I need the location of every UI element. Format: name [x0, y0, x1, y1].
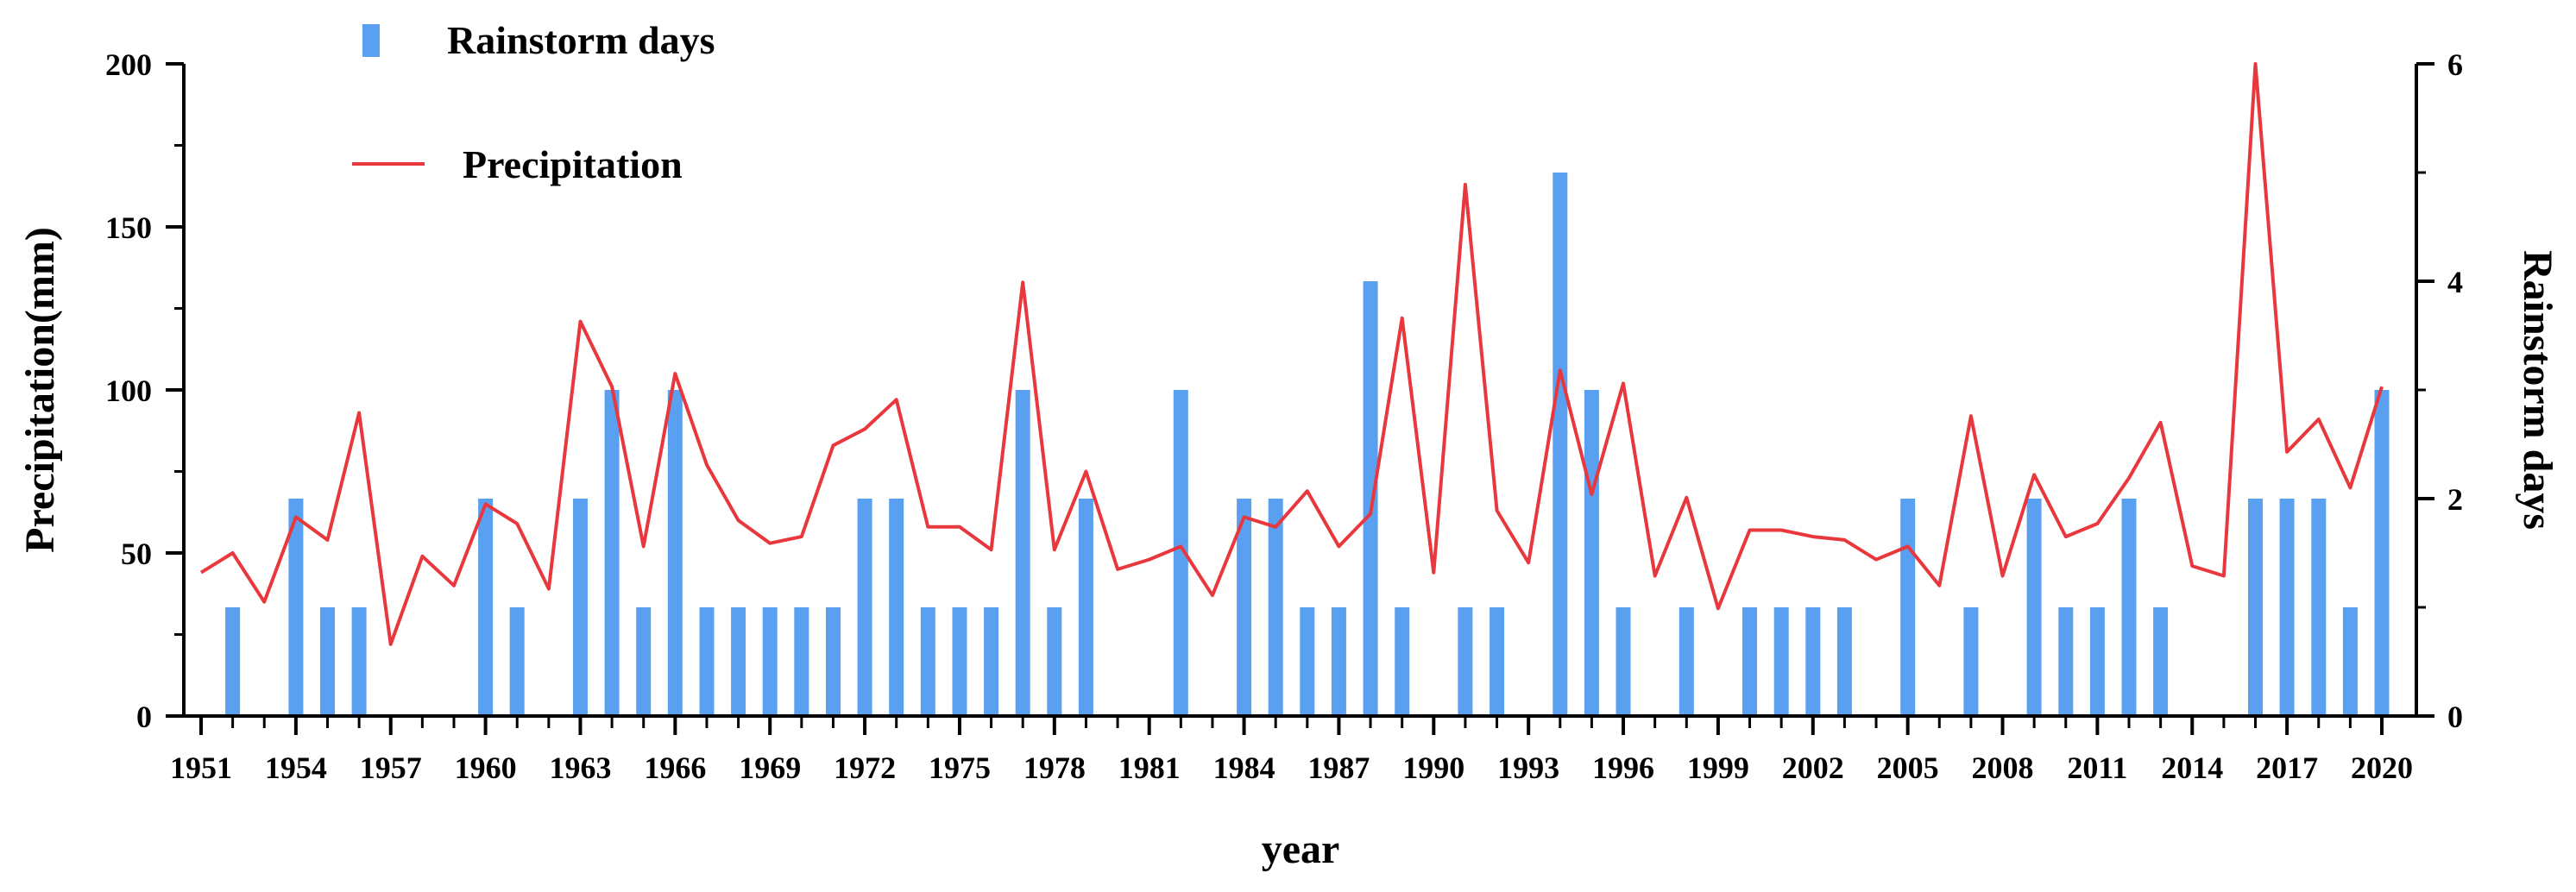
x-tick-label: 1960 [455, 751, 517, 785]
x-tick-label: 1993 [1497, 751, 1559, 785]
legend-bar-swatch [362, 24, 380, 57]
x-tick-label: 1957 [360, 751, 422, 785]
x-tick-label: 2011 [2067, 751, 2127, 785]
bar-2017 [2279, 499, 2295, 716]
bar-1986 [1300, 607, 1315, 716]
bar-1952 [225, 607, 241, 716]
x-tick-label: 1954 [265, 751, 327, 785]
bar-1960 [478, 499, 494, 716]
bar-2001 [1773, 607, 1789, 716]
bar-1979 [1078, 499, 1093, 716]
bar-1966 [667, 390, 683, 716]
bar-1975 [952, 607, 967, 716]
precipitation-line [199, 62, 2384, 646]
bar-1977 [1015, 390, 1030, 716]
x-tick-label: 1966 [644, 751, 706, 785]
bar-1961 [509, 607, 525, 716]
x-tick-label: 1978 [1023, 751, 1086, 785]
left-y-tick-label: 200 [105, 47, 152, 82]
bar-1998 [1678, 607, 1694, 716]
right-y-tick-label: 4 [2447, 265, 2463, 299]
x-tick-label: 1963 [549, 751, 611, 785]
line-series [199, 62, 2384, 646]
right-y-tick-label: 0 [2447, 700, 2463, 734]
legend-label-precipitation: Precipitation [463, 142, 683, 186]
bar-1985 [1268, 499, 1283, 716]
x-tick-label: 1951 [170, 751, 232, 785]
bar-1982 [1173, 390, 1188, 716]
bar-1987 [1331, 607, 1346, 716]
left-y-tick-label: 0 [136, 700, 152, 734]
bar-1969 [762, 607, 778, 716]
x-tick-label: 1984 [1213, 751, 1275, 785]
x-tick-label: 2014 [2161, 751, 2223, 785]
bar-1996 [1616, 607, 1631, 716]
bar-1991 [1458, 607, 1473, 716]
bar-2018 [2311, 499, 2327, 716]
bar-2003 [1836, 607, 1852, 716]
bar-1954 [288, 499, 304, 716]
bar-2012 [2121, 499, 2137, 716]
bar-1974 [920, 607, 935, 716]
left-y-tick-label: 100 [105, 374, 152, 408]
x-tick-label: 2017 [2256, 751, 2318, 785]
bar-1955 [320, 607, 335, 716]
bar-1968 [731, 607, 746, 716]
x-tick-label: 1996 [1592, 751, 1654, 785]
x-axis-title: year [1262, 826, 1340, 872]
bar-2016 [2248, 499, 2263, 716]
x-tick-label: 1972 [834, 751, 896, 785]
bar-1995 [1584, 390, 1599, 716]
bar-1963 [573, 499, 588, 716]
bar-1971 [826, 607, 841, 716]
bar-1976 [984, 607, 999, 716]
bar-1970 [794, 607, 809, 716]
bar-2010 [2058, 607, 2074, 716]
bar-1973 [889, 499, 904, 716]
bar-2009 [2026, 499, 2042, 716]
bar-2013 [2153, 607, 2169, 716]
bar-series [225, 173, 2390, 716]
bar-2019 [2342, 607, 2358, 716]
bar-2020 [2374, 390, 2390, 716]
bar-1972 [857, 499, 872, 716]
bar-1965 [636, 607, 652, 716]
left-y-tick-label: 150 [105, 210, 152, 245]
bar-1978 [1047, 607, 1062, 716]
legend: Rainstorm days Precipitation [352, 18, 715, 186]
x-tick-label: 2005 [1877, 751, 1939, 785]
bar-2000 [1742, 607, 1757, 716]
x-tick-label: 1990 [1402, 751, 1464, 785]
ticks: 1951 1954 1957 1960 1963 1966 1969 1972 1975 1978… [105, 47, 2463, 785]
bar-1967 [699, 607, 715, 716]
bar-1964 [604, 390, 620, 716]
bar-2005 [1900, 499, 1916, 716]
x-tick-label: 1987 [1307, 751, 1370, 785]
x-tick-label: 1981 [1118, 751, 1181, 785]
x-tick-label: 1999 [1687, 751, 1749, 785]
x-tick-label: 2002 [1782, 751, 1844, 785]
bar-1984 [1237, 499, 1252, 716]
left-y-axis-title: Precipitation(mm) [17, 227, 63, 553]
left-y-tick-label: 50 [121, 537, 152, 571]
x-tick-label: 1969 [739, 751, 801, 785]
right-y-axis-title: Rainstorm days [2515, 250, 2560, 530]
x-tick-label: 1975 [929, 751, 991, 785]
bar-2011 [2089, 607, 2105, 716]
bar-2002 [1805, 607, 1821, 716]
bar-1989 [1395, 607, 1410, 716]
bar-1988 [1363, 281, 1378, 716]
right-y-tick-label: 6 [2447, 47, 2463, 82]
x-tick-label: 2020 [2351, 751, 2413, 785]
bar-1994 [1553, 173, 1568, 716]
x-tick-label: 2008 [1972, 751, 2034, 785]
bar-1956 [351, 607, 367, 716]
bar-2007 [1963, 607, 1979, 716]
legend-label-rainstorm-days: Rainstorm days [447, 18, 715, 62]
right-y-tick-label: 2 [2447, 482, 2463, 517]
bar-1992 [1490, 607, 1505, 716]
